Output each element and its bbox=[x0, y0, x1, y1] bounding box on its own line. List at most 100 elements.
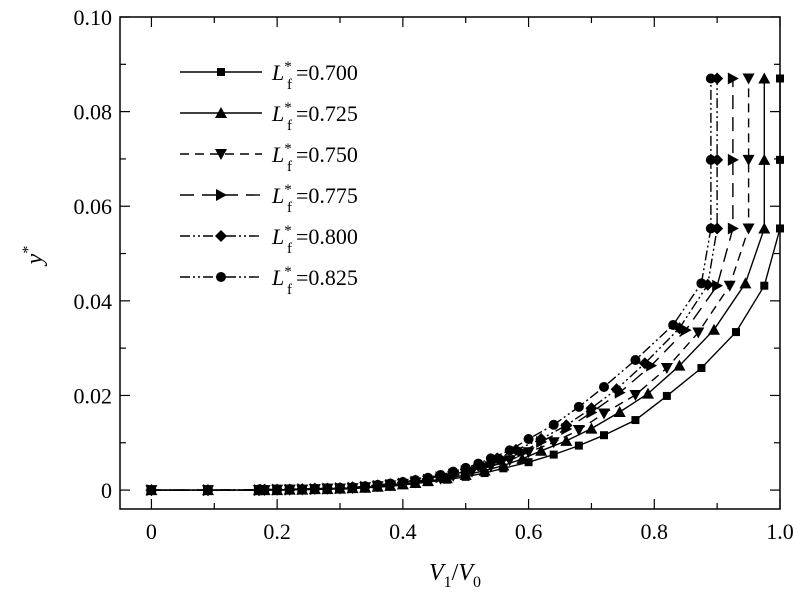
data-point bbox=[549, 450, 558, 459]
data-point bbox=[708, 323, 720, 335]
y-tick-label: 0.06 bbox=[74, 194, 113, 219]
legend-label-sub: f bbox=[287, 200, 292, 216]
y-axis-label: y* bbox=[20, 246, 48, 267]
legend-label-main: L bbox=[271, 60, 284, 85]
data-point bbox=[732, 328, 740, 337]
data-point bbox=[705, 154, 716, 165]
data-point bbox=[599, 381, 609, 392]
series-1 bbox=[147, 74, 784, 495]
data-point bbox=[758, 222, 771, 234]
legend-marker bbox=[215, 107, 227, 118]
data-point bbox=[758, 72, 771, 84]
legend-label: L* f =0.725 bbox=[271, 100, 358, 134]
data-point bbox=[600, 431, 608, 440]
data-point bbox=[673, 359, 686, 371]
legend-label-value: =0.775 bbox=[296, 183, 358, 208]
data-point bbox=[560, 434, 573, 446]
legend-entry: L* f =0.750 bbox=[180, 141, 358, 175]
data-point bbox=[516, 452, 529, 464]
legend-label-value: =0.825 bbox=[296, 265, 358, 290]
data-point bbox=[739, 277, 752, 289]
data-point bbox=[504, 445, 515, 456]
data-point bbox=[631, 416, 640, 425]
data-point bbox=[440, 472, 453, 484]
data-point bbox=[560, 419, 573, 432]
data-point bbox=[585, 402, 598, 415]
data-point bbox=[598, 408, 610, 420]
data-point bbox=[776, 74, 784, 83]
data-point bbox=[473, 458, 484, 469]
data-point bbox=[742, 223, 755, 235]
legend-label-sup: * bbox=[284, 264, 292, 280]
series-2 bbox=[145, 72, 771, 496]
legend-label-sup: * bbox=[284, 223, 292, 239]
x-axis: 0 0.2 0.4 0.6 0.8 1.0 bbox=[146, 17, 794, 544]
legend-label-main: L bbox=[271, 224, 284, 249]
series-line bbox=[151, 78, 718, 491]
data-point bbox=[548, 419, 559, 430]
data-point bbox=[284, 484, 295, 495]
legend-marker bbox=[217, 68, 225, 76]
data-point bbox=[259, 484, 270, 495]
x-label-sub2: 0 bbox=[473, 574, 481, 591]
legend-label-value: =0.725 bbox=[296, 101, 358, 126]
x-tick-label: 0 bbox=[146, 519, 157, 544]
data-point bbox=[297, 484, 308, 495]
data-point bbox=[372, 479, 383, 490]
data-point bbox=[776, 155, 784, 164]
data-point bbox=[742, 73, 755, 85]
data-point bbox=[385, 478, 396, 489]
legend-entry: L* f =0.825 bbox=[180, 264, 358, 298]
legend-label-sub: f bbox=[287, 118, 292, 134]
data-point bbox=[727, 72, 739, 85]
legend-label-sup: * bbox=[284, 59, 292, 75]
data-point bbox=[629, 389, 642, 401]
legend-entry: L* f =0.800 bbox=[180, 223, 358, 257]
legend-label-main: L bbox=[271, 142, 284, 167]
data-point bbox=[335, 482, 345, 493]
data-point bbox=[146, 485, 157, 496]
data-point bbox=[585, 422, 598, 434]
legend-label-value: =0.700 bbox=[296, 60, 358, 85]
data-point bbox=[347, 482, 358, 493]
legend-label-main: L bbox=[271, 183, 284, 208]
data-point bbox=[272, 484, 283, 495]
x-axis-label: V1/V0 bbox=[429, 560, 481, 591]
data-point bbox=[322, 483, 333, 494]
legend-label: L* f =0.700 bbox=[271, 59, 358, 93]
x-label-main: V bbox=[429, 560, 446, 586]
data-point bbox=[758, 153, 771, 165]
data-point bbox=[478, 464, 491, 476]
x-label-main2: V bbox=[458, 560, 475, 586]
data-point bbox=[410, 475, 421, 486]
data-point bbox=[610, 383, 623, 396]
x-tick-label: 0.2 bbox=[263, 519, 291, 544]
legend-label-main: L bbox=[271, 265, 284, 290]
series-line bbox=[151, 78, 734, 491]
series-line bbox=[151, 78, 750, 491]
y-tick-label: 0.04 bbox=[74, 289, 113, 314]
series-line bbox=[151, 78, 712, 491]
legend-label-sub: f bbox=[287, 282, 292, 298]
data-point bbox=[742, 154, 755, 166]
legend-label: L* f =0.775 bbox=[271, 182, 358, 216]
legend-label-sub: f bbox=[287, 159, 292, 175]
data-point bbox=[573, 401, 584, 412]
data-point bbox=[574, 441, 583, 450]
y-label-main: y bbox=[22, 253, 48, 266]
series-4 bbox=[146, 72, 739, 497]
x-tick-label: 1.0 bbox=[766, 519, 794, 544]
data-point bbox=[776, 224, 784, 233]
legend-entry: L* f =0.725 bbox=[180, 100, 358, 134]
legend-marker bbox=[216, 272, 226, 282]
y-tick-label: 0.02 bbox=[74, 383, 113, 408]
data-point bbox=[423, 472, 433, 483]
data-point bbox=[448, 466, 459, 477]
legend-entry: L* f =0.775 bbox=[180, 182, 358, 216]
data-point bbox=[497, 459, 510, 471]
y-tick-label: 0.08 bbox=[74, 100, 113, 125]
y-tick-label: 0 bbox=[101, 478, 112, 503]
data-point bbox=[660, 363, 673, 375]
data-point bbox=[630, 354, 641, 365]
